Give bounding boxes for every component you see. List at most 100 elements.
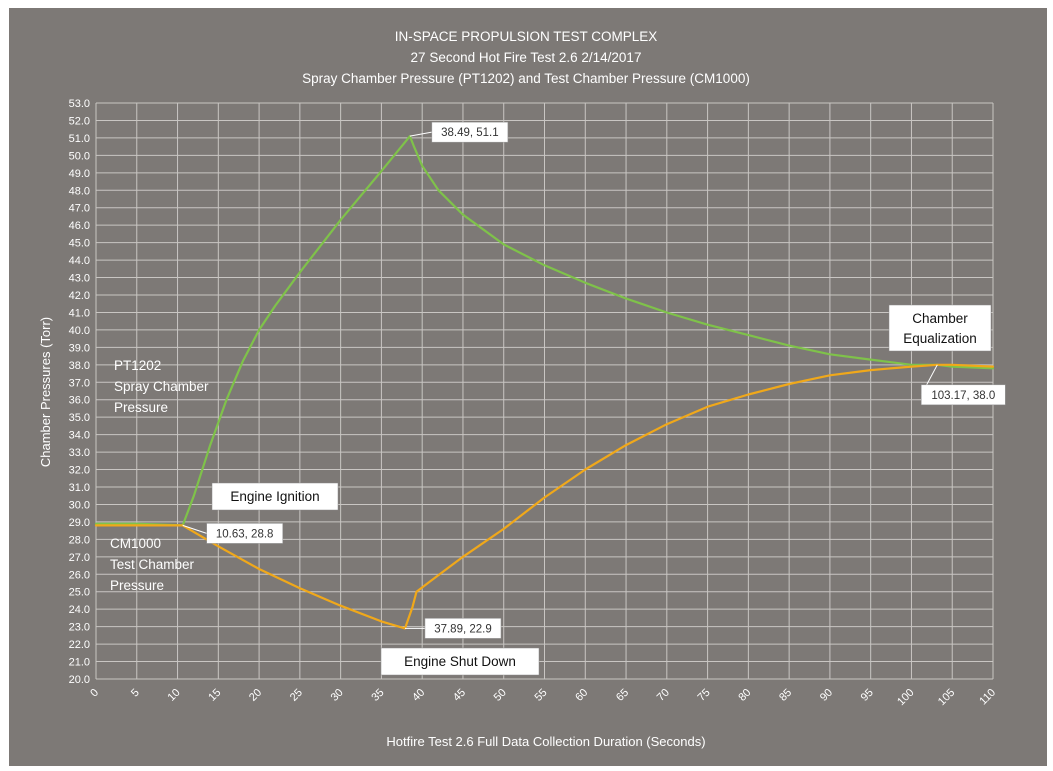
callout-label: 103.17, 38.0	[931, 390, 995, 402]
callout-3: 103.17, 38.0	[920, 364, 1006, 406]
y-tick-label: 20.0	[69, 674, 90, 686]
y-tick-label: 33.0	[69, 447, 90, 459]
y-tick-label: 25.0	[69, 587, 90, 599]
y-tick-label: 26.0	[69, 569, 90, 581]
x-tick-label: 85	[777, 687, 794, 704]
y-tick-label: 27.0	[69, 552, 90, 564]
y-tick-label: 37.0	[69, 377, 90, 389]
series-line-pt1202	[94, 135, 995, 527]
x-tick-label: 100	[895, 687, 916, 708]
y-tick-label: 22.0	[69, 639, 90, 651]
x-tick-label: 30	[329, 687, 346, 704]
chamber-equalization-line-1: Chamber	[912, 311, 968, 326]
y-tick-label: 32.0	[69, 465, 90, 477]
y-tick-label: 38.0	[69, 360, 90, 372]
y-tick-label: 45.0	[69, 238, 90, 250]
x-tick-label: 90	[818, 687, 835, 704]
callout-0: 38.49, 51.1	[409, 121, 509, 143]
y-tick-label: 46.0	[69, 220, 90, 232]
y-tick-label: 24.0	[69, 604, 90, 616]
callout-pointer	[182, 524, 207, 534]
chart-panel	[9, 8, 1047, 766]
x-tick-label: 65	[614, 687, 631, 704]
y-tick-label: 21.0	[69, 657, 90, 669]
y-tick-label: 34.0	[69, 430, 90, 442]
y-tick-label: 30.0	[69, 499, 90, 511]
y-tick-label: 47.0	[69, 203, 90, 215]
x-tick-label: 0	[88, 687, 101, 700]
cm1000-label-line-2: Test Chamber	[110, 557, 195, 572]
y-tick-label: 35.0	[69, 412, 90, 424]
callout-2: 37.89, 22.9	[404, 618, 502, 639]
callout-label: 37.89, 22.9	[434, 623, 492, 635]
x-tick-label: 60	[573, 687, 590, 704]
engine-ignition-box-bg	[211, 482, 339, 511]
x-tick-label: 105	[936, 687, 957, 708]
engine-shutdown-box-bg	[380, 647, 540, 676]
y-tick-label: 52.0	[69, 115, 90, 127]
x-tick-label: 75	[696, 687, 713, 704]
y-axis-label: Chamber Pressures (Torr)	[38, 317, 53, 467]
pt1202-label-line-1: PT1202	[114, 358, 161, 373]
chart-title: IN-SPACE PROPULSION TEST COMPLEX 27 Seco…	[302, 29, 750, 86]
y-tick-label: 29.0	[69, 517, 90, 529]
callout-label: 38.49, 51.1	[441, 127, 499, 139]
pt1202-label-line-2: Spray Chamber	[114, 379, 209, 394]
series-lines	[94, 135, 995, 630]
y-tick-label: 42.0	[69, 290, 90, 302]
x-tick-label: 45	[451, 687, 468, 704]
chart-title-line-3: Spray Chamber Pressure (PT1202) and Test…	[302, 71, 750, 86]
chart-title-line-2: 27 Second Hot Fire Test 2.6 2/14/2017	[411, 50, 642, 65]
x-tick-label: 20	[247, 687, 264, 704]
y-tick-label: 40.0	[69, 325, 90, 337]
y-tick-label: 50.0	[69, 150, 90, 162]
cm1000-label-line-3: Pressure	[110, 578, 164, 593]
y-tick-label: 41.0	[69, 307, 90, 319]
x-tick-label: 35	[369, 687, 386, 704]
chamber-equalization-line-2: Equalization	[903, 331, 977, 346]
y-tick-label: 28.0	[69, 534, 90, 546]
engine-ignition-box: Engine Ignition	[211, 482, 339, 511]
callout-box	[431, 121, 509, 143]
cm1000-label-line-1: CM1000	[110, 536, 161, 551]
y-tick-label: 53.0	[69, 98, 90, 110]
x-tick-label: 110	[977, 687, 998, 708]
callout-label: 10.63, 28.8	[216, 528, 274, 540]
y-axis-ticks: 20.0 21.0 22.0 23.0 24.0 25.0 26.0 27.0 28.0 29.0…	[69, 98, 90, 686]
callout-pointer	[409, 131, 432, 137]
x-tick-label: 15	[206, 687, 223, 704]
engine-ignition-label: Engine Ignition	[230, 489, 319, 504]
x-tick-label: 40	[410, 687, 427, 704]
series-line-cm1000	[94, 363, 995, 630]
engine-shutdown-label: Engine Shut Down	[404, 654, 516, 669]
x-axis-label: Hotfire Test 2.6 Full Data Collection Du…	[386, 734, 705, 749]
chamber-equalization-box: Chamber Equalization	[888, 304, 992, 352]
chart-title-line-1: IN-SPACE PROPULSION TEST COMPLEX	[395, 29, 658, 44]
y-tick-label: 23.0	[69, 622, 90, 634]
x-tick-label: 80	[736, 687, 753, 704]
y-tick-label: 36.0	[69, 395, 90, 407]
callout-box	[206, 523, 283, 544]
x-tick-label: 5	[129, 687, 142, 700]
y-tick-label: 49.0	[69, 168, 90, 180]
y-tick-label: 39.0	[69, 342, 90, 354]
y-tick-label: 44.0	[69, 255, 90, 267]
y-tick-label: 51.0	[69, 133, 90, 145]
engine-shutdown-box: Engine Shut Down	[380, 647, 540, 676]
y-tick-label: 48.0	[69, 185, 90, 197]
cm1000-annotation: CM1000 Test Chamber Pressure	[110, 536, 195, 593]
y-tick-label: 43.0	[69, 273, 90, 285]
x-tick-label: 25	[288, 687, 305, 704]
chamber-equalization-box-bg	[888, 304, 992, 352]
x-tick-label: 95	[859, 687, 876, 704]
pt1202-label-line-3: Pressure	[114, 400, 168, 415]
data-callouts: 38.49, 51.1 10.63, 28.8 37.89, 22.9 103.17,…	[182, 121, 1006, 639]
x-tick-label: 10	[166, 687, 183, 704]
x-tick-label: 70	[655, 687, 672, 704]
x-tick-label: 50	[492, 687, 509, 704]
y-tick-label: 31.0	[69, 482, 90, 494]
x-tick-label: 55	[532, 687, 549, 704]
pt1202-annotation: PT1202 Spray Chamber Pressure	[114, 358, 209, 415]
